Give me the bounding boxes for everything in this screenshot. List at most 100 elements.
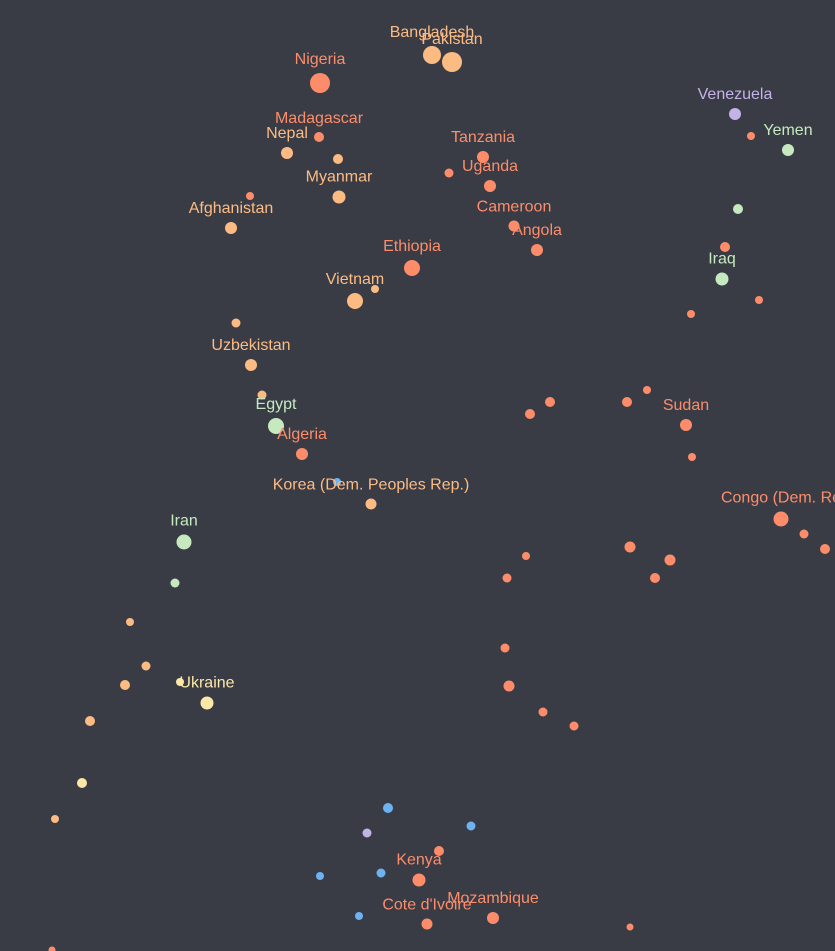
data-point[interactable] bbox=[170, 578, 180, 588]
point-label: Nigeria bbox=[295, 51, 346, 68]
point-label: Egypt bbox=[256, 396, 297, 413]
point-label: Ethiopia bbox=[383, 238, 441, 255]
data-point[interactable] bbox=[729, 108, 741, 120]
data-point[interactable] bbox=[77, 778, 87, 788]
data-point[interactable] bbox=[371, 285, 379, 293]
point-label: Algeria bbox=[277, 426, 327, 443]
data-point[interactable] bbox=[820, 544, 830, 554]
data-point[interactable] bbox=[316, 872, 324, 880]
point-label: Afghanistan bbox=[189, 200, 274, 217]
data-point[interactable] bbox=[268, 418, 284, 434]
data-point[interactable] bbox=[365, 498, 377, 510]
data-point[interactable] bbox=[404, 260, 420, 276]
data-point[interactable] bbox=[347, 293, 363, 309]
point-label: Tanzania bbox=[451, 129, 515, 146]
data-point[interactable] bbox=[423, 46, 441, 64]
data-point[interactable] bbox=[626, 923, 634, 931]
data-point[interactable] bbox=[231, 318, 241, 328]
data-point[interactable] bbox=[362, 828, 372, 838]
data-point[interactable] bbox=[332, 190, 346, 204]
point-label: Nepal bbox=[266, 125, 308, 142]
point-label: Congo (Dem. Re bbox=[721, 490, 835, 507]
data-point[interactable] bbox=[484, 180, 496, 192]
data-point[interactable] bbox=[525, 409, 535, 419]
data-point[interactable] bbox=[622, 397, 632, 407]
point-label: Madagascar bbox=[275, 110, 364, 127]
data-point[interactable] bbox=[720, 242, 730, 252]
data-point[interactable] bbox=[176, 534, 192, 550]
data-point[interactable] bbox=[487, 912, 499, 924]
data-point[interactable] bbox=[310, 73, 330, 93]
data-point[interactable] bbox=[85, 716, 95, 726]
data-point[interactable] bbox=[500, 643, 510, 653]
data-point[interactable] bbox=[141, 661, 151, 671]
data-point[interactable] bbox=[545, 397, 555, 407]
data-point[interactable] bbox=[569, 721, 579, 731]
data-point[interactable] bbox=[176, 678, 184, 686]
point-label: Cameroon bbox=[477, 199, 552, 216]
data-point[interactable] bbox=[434, 846, 444, 856]
data-point[interactable] bbox=[687, 310, 695, 318]
data-point[interactable] bbox=[355, 912, 363, 920]
data-point[interactable] bbox=[296, 448, 308, 460]
data-point[interactable] bbox=[51, 815, 59, 823]
point-label: Korea (Dem. Peoples Rep.) bbox=[273, 477, 470, 494]
data-point[interactable] bbox=[733, 204, 743, 214]
data-point[interactable] bbox=[245, 359, 257, 371]
data-point[interactable] bbox=[444, 168, 454, 178]
data-point[interactable] bbox=[508, 220, 520, 232]
data-point[interactable] bbox=[314, 132, 324, 142]
scatter-points bbox=[48, 46, 830, 951]
data-point[interactable] bbox=[643, 386, 651, 394]
data-point[interactable] bbox=[650, 573, 660, 583]
data-point[interactable] bbox=[246, 192, 254, 200]
point-label: Iraq bbox=[708, 251, 736, 268]
point-label: Sudan bbox=[663, 397, 709, 414]
point-label: Ukraine bbox=[179, 675, 234, 692]
data-point[interactable] bbox=[333, 154, 343, 164]
point-label: Cote d'Ivoire bbox=[382, 897, 471, 914]
data-point[interactable] bbox=[466, 821, 476, 831]
data-point[interactable] bbox=[782, 144, 794, 156]
data-point[interactable] bbox=[531, 244, 543, 256]
data-point[interactable] bbox=[257, 390, 267, 400]
data-point[interactable] bbox=[225, 222, 237, 234]
data-point[interactable] bbox=[48, 946, 56, 951]
data-point[interactable] bbox=[773, 511, 789, 527]
point-label: Myanmar bbox=[306, 169, 373, 186]
data-point[interactable] bbox=[680, 419, 692, 431]
data-point[interactable] bbox=[624, 541, 636, 553]
data-point[interactable] bbox=[688, 453, 696, 461]
data-point[interactable] bbox=[200, 696, 214, 710]
data-point[interactable] bbox=[477, 151, 489, 163]
data-point[interactable] bbox=[755, 296, 763, 304]
data-point[interactable] bbox=[664, 554, 676, 566]
data-point[interactable] bbox=[715, 272, 729, 286]
point-label: Mozambique bbox=[447, 890, 539, 907]
data-point[interactable] bbox=[421, 918, 433, 930]
data-point[interactable] bbox=[376, 868, 386, 878]
point-label: Angola bbox=[512, 222, 562, 239]
data-point[interactable] bbox=[538, 707, 548, 717]
data-point[interactable] bbox=[412, 873, 426, 887]
point-label: Kenya bbox=[396, 852, 441, 869]
data-point[interactable] bbox=[747, 132, 755, 140]
data-point[interactable] bbox=[383, 803, 393, 813]
data-point[interactable] bbox=[120, 680, 130, 690]
data-point[interactable] bbox=[442, 52, 462, 72]
data-point[interactable] bbox=[503, 680, 515, 692]
data-point[interactable] bbox=[333, 478, 341, 486]
point-label: Bangladesh bbox=[390, 24, 475, 41]
point-label: Uganda bbox=[462, 158, 518, 175]
point-label: Iran bbox=[170, 513, 198, 530]
data-point[interactable] bbox=[799, 529, 809, 539]
data-point[interactable] bbox=[281, 147, 293, 159]
data-point[interactable] bbox=[126, 618, 134, 626]
point-label: Uzbekistan bbox=[211, 337, 290, 354]
data-point[interactable] bbox=[502, 573, 512, 583]
point-label: Yemen bbox=[763, 122, 812, 139]
data-point[interactable] bbox=[522, 552, 530, 560]
